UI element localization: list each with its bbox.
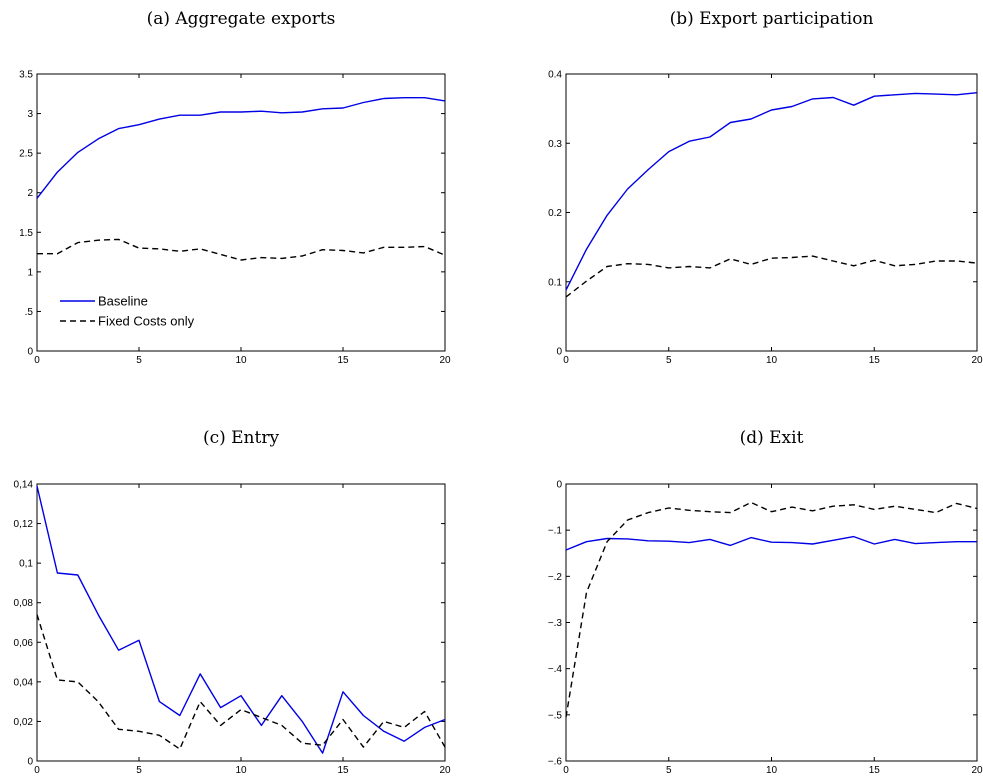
- y-tick-label: −.3: [548, 618, 563, 629]
- x-tick-label: 5: [136, 765, 142, 776]
- chart-panel-4: (d) Exit 0 5 10 15 20 −.6 −.5 −.4 −.3 −.2 −.1 0: [548, 428, 983, 776]
- x-tick-label: 15: [337, 355, 349, 366]
- y-tick-label: 0,1: [19, 559, 33, 570]
- chart-title: (a) Aggregate exports: [147, 9, 336, 29]
- y-tick-label: 0,06: [14, 638, 34, 649]
- x-tick-label: 10: [235, 355, 247, 366]
- chart-panel-3: (c) Entry 0 5 10 15 20 0 0,02 0,04 0,06 0,08 0,1 0,1…: [14, 428, 451, 776]
- x-tick-label: 10: [766, 765, 778, 776]
- plot-area-frame: [565, 483, 978, 762]
- chart-panel-1: (a) Aggregate exports 0 5 10 15 20 0 .5 1 1.5 2 2.5…: [19, 9, 451, 366]
- series-line-baseline: [565, 92, 978, 291]
- series-line-fixed-costs-only: [36, 614, 446, 750]
- x-tick-label: 5: [666, 765, 672, 776]
- y-tick-label: 2: [27, 188, 33, 199]
- chart-title: (c) Entry: [203, 428, 280, 448]
- y-tick-label: 0.4: [548, 70, 562, 81]
- y-tick-label: 0,04: [14, 677, 34, 688]
- x-tick-label: 5: [136, 355, 142, 366]
- x-tick-label: 0: [563, 355, 569, 366]
- series-line-baseline: [36, 485, 446, 754]
- y-tick-label: 0,02: [14, 717, 34, 728]
- plot-area-frame: [565, 73, 978, 352]
- series-line-fixed-costs-only: [565, 255, 978, 298]
- x-tick-label: 20: [971, 765, 983, 776]
- y-tick-label: 0: [27, 757, 33, 768]
- series-line-baseline: [565, 535, 977, 551]
- y-tick-label: 3: [27, 109, 33, 120]
- x-tick-label: 10: [235, 765, 247, 776]
- x-tick-label: 15: [337, 765, 349, 776]
- legend-label: Fixed Costs only: [98, 314, 195, 329]
- x-tick-label: 15: [869, 765, 881, 776]
- y-tick-label: 1: [27, 267, 33, 278]
- plot-area-frame: [36, 483, 446, 762]
- y-tick-label: 0: [556, 347, 562, 358]
- y-tick-label: 0,14: [14, 480, 34, 491]
- series-line-fixed-costs-only: [565, 501, 978, 718]
- y-tick-label: 3.5: [19, 70, 33, 81]
- y-tick-label: 0: [556, 480, 562, 491]
- x-tick-label: 0: [563, 765, 569, 776]
- chart-title: (d) Exit: [740, 428, 804, 448]
- y-tick-label: .5: [25, 307, 34, 318]
- chart-panel-2: (b) Export participation 0 5 10 15 20 0 0.1 0.2 0…: [548, 9, 983, 366]
- x-tick-label: 10: [766, 355, 778, 366]
- y-tick-label: 2.5: [19, 149, 33, 160]
- y-tick-label: −.6: [548, 757, 563, 768]
- x-tick-label: 20: [439, 765, 451, 776]
- y-tick-label: 0.3: [548, 139, 562, 150]
- plot-area-frame: [36, 73, 446, 352]
- series-line-baseline: [36, 96, 446, 199]
- y-tick-label: −.1: [548, 526, 563, 537]
- x-tick-label: 20: [439, 355, 451, 366]
- x-tick-label: 0: [34, 355, 40, 366]
- x-tick-label: 20: [971, 355, 983, 366]
- y-tick-label: 0,08: [14, 598, 34, 609]
- x-tick-label: 15: [869, 355, 881, 366]
- y-tick-label: −.2: [548, 572, 563, 583]
- y-tick-label: 1.5: [19, 228, 33, 239]
- y-tick-label: 0.1: [548, 277, 562, 288]
- y-tick-label: −.4: [548, 664, 563, 675]
- y-tick-label: 0: [27, 347, 33, 358]
- y-tick-label: 0.2: [548, 208, 562, 219]
- chart-title: (b) Export participation: [670, 9, 874, 29]
- x-tick-label: 0: [34, 765, 40, 776]
- series-line-fixed-costs-only: [37, 238, 446, 261]
- x-tick-label: 5: [666, 355, 672, 366]
- legend-label: Baseline: [98, 294, 148, 309]
- y-tick-label: 0,12: [14, 519, 34, 530]
- y-tick-label: −.5: [548, 710, 563, 721]
- legend: Baseline Fixed Costs only: [60, 294, 195, 329]
